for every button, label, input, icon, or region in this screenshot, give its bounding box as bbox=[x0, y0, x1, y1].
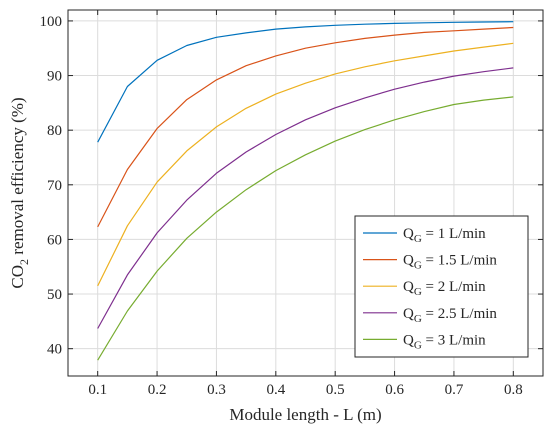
y-tick-labels: 40 50 60 70 80 90 100 bbox=[40, 14, 63, 358]
legend: QG = 1 L/min QG = 1.5 L/min QG = 2 L/min QG… bbox=[354, 215, 529, 358]
y-tick-label: 50 bbox=[47, 287, 62, 303]
x-tick-label: 0.7 bbox=[445, 382, 464, 398]
x-tick-label: 0.6 bbox=[385, 382, 404, 398]
legend-label: QG = 2.5 L/min bbox=[403, 306, 497, 325]
x-tick-label: 0.3 bbox=[207, 382, 226, 398]
plot-frame bbox=[67, 9, 544, 377]
series-layer bbox=[97, 21, 514, 361]
x-tick-label: 0.2 bbox=[148, 382, 167, 398]
series-line bbox=[97, 21, 514, 143]
series-line bbox=[97, 26, 514, 228]
y-tick-label: 80 bbox=[47, 123, 62, 139]
y-tick-label: 40 bbox=[47, 342, 62, 358]
axis-ticks bbox=[68, 10, 543, 376]
series-line bbox=[97, 96, 514, 361]
x-tick-label: 0.8 bbox=[504, 382, 523, 398]
legend-label: QG = 2 L/min bbox=[403, 279, 486, 298]
y-tick-label: 60 bbox=[47, 232, 62, 248]
y-tick-label: 100 bbox=[40, 14, 63, 30]
series-line bbox=[97, 67, 514, 329]
x-tick-label: 0.4 bbox=[266, 382, 285, 398]
series-line bbox=[97, 42, 514, 287]
y-axis-label: CO2 removal efficiency (%) bbox=[8, 97, 31, 288]
y-tick-label: 70 bbox=[47, 178, 62, 194]
grid-lines bbox=[68, 10, 543, 376]
x-tick-labels: 0.1 0.2 0.3 0.4 0.5 0.6 0.7 0.8 bbox=[88, 382, 522, 398]
x-axis-label: Module length - L (m) bbox=[229, 405, 381, 424]
x-tick-label: 0.1 bbox=[88, 382, 107, 398]
legend-label: QG = 1 L/min bbox=[403, 226, 486, 245]
legend-label: QG = 3 L/min bbox=[403, 332, 486, 351]
legend-label: QG = 1.5 L/min bbox=[403, 253, 497, 272]
y-tick-label: 90 bbox=[47, 69, 62, 85]
x-tick-label: 0.5 bbox=[326, 382, 345, 398]
